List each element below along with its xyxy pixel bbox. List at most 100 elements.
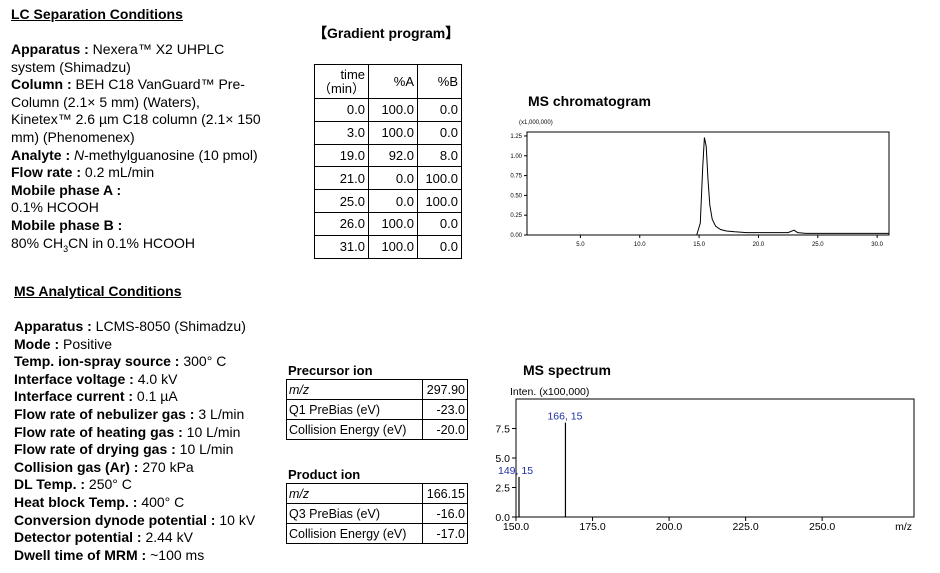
gradient-row: 3.0 100.0 0.0 (314, 120, 462, 145)
product-title: Product ion (288, 467, 361, 482)
gradient-b-cell: 8.0 (417, 143, 462, 168)
flow-rate-label: Flow rate : (11, 164, 82, 181)
chromatogram-x-tick-label: 15.0 (693, 242, 705, 248)
ms-condition-value: 270 kPa (138, 458, 194, 475)
gradient-b-cell: 100.0 (417, 189, 462, 213)
gradient-row: 21.0 0.0 100.0 (314, 166, 462, 191)
gradient-b-cell: 100.0 (417, 166, 462, 191)
gradient-header-time-2: （min） (318, 80, 365, 96)
spectrum-x-tick-label: 175.0 (579, 521, 605, 533)
ms-condition-row: Heat block Temp. : 400° C (14, 494, 289, 512)
ms-condition-row: Temp. ion-spray source : 300° C (14, 353, 289, 371)
ms-condition-row: Apparatus : LCMS-8050 (Shimadzu) (14, 318, 289, 336)
spectrum-peak-label: 166, 15 (547, 411, 582, 423)
chromatogram-x-tick-label: 5.0 (576, 242, 585, 248)
ms-condition-row: Interface voltage : 4.0 kV (14, 371, 289, 389)
apparatus-value: Nexera™ X2 UHPLC (88, 41, 225, 57)
gradient-a-cell: 100.0 (368, 120, 418, 145)
chromatogram-x-tick-label: 30.0 (871, 242, 883, 248)
gradient-time-cell: 21.0 (314, 166, 369, 191)
gradient-a-cell: 0.0 (368, 189, 418, 213)
product-row: Collision Energy (eV) -17.0 (286, 523, 468, 544)
gradient-time-cell: 3.0 (314, 120, 369, 145)
ms-condition-row: Flow rate of nebulizer gas : 3 L/min (14, 406, 289, 424)
precursor-param-value: -20.0 (422, 419, 468, 440)
ms-condition-value: 10 kV (215, 511, 256, 528)
ms-condition-label: Heat block Temp. : (14, 493, 138, 510)
spectrum-y-axis-label: Inten. (x100,000) (510, 386, 589, 398)
ms-condition-row: DL Temp. : 250° C (14, 476, 289, 494)
ms-condition-value: 2.44 kV (141, 529, 193, 546)
precursor-param-label: Collision Energy (eV) (286, 419, 423, 440)
chromatogram-y-tick-label: 1.00 (510, 154, 522, 160)
ms-condition-value: 10 L/min (175, 441, 234, 458)
gradient-header-row: time （min） %A %B (314, 64, 462, 99)
ms-condition-value: Positive (59, 335, 113, 352)
ms-condition-label: Collision gas (Ar) : (14, 458, 139, 475)
gradient-row: 0.0 100.0 0.0 (314, 98, 462, 122)
precursor-param-label: Q1 PreBias (eV) (286, 399, 423, 420)
gradient-time-cell: 31.0 (314, 234, 369, 259)
gradient-row: 19.0 92.0 8.0 (314, 143, 462, 168)
ms-condition-value: 300° C (179, 353, 227, 370)
product-param-value: -17.0 (422, 523, 468, 544)
ms-condition-label: Temp. ion-spray source : (14, 353, 180, 370)
ms-condition-label: DL Temp. : (14, 476, 86, 493)
mobile-phase-a-value: 0.1% HCOOH (11, 199, 99, 216)
ms-condition-value: 400° C (137, 493, 185, 510)
ms-condition-value: 4.0 kV (133, 370, 178, 387)
gradient-time-cell: 0.0 (314, 98, 369, 122)
precursor-title: Precursor ion (288, 363, 373, 378)
ms-condition-row: Mode : Positive (14, 336, 289, 354)
product-param-value: 166.15 (422, 483, 468, 504)
ms-condition-label: Dwell time of MRM : (14, 546, 147, 563)
ms-condition-row: Interface current : 0.1 µA (14, 388, 289, 406)
precursor-table: m/z 297.90 Q1 PreBias (eV) -23.0 Collision E… (286, 379, 468, 440)
gradient-a-cell: 0.0 (368, 166, 418, 191)
spectrum-y-tick-label: 5.0 (495, 453, 510, 465)
chromatogram-x-tick-label: 25.0 (812, 242, 824, 248)
gradient-time-cell: 26.0 (314, 211, 369, 236)
lc-conditions: Apparatus : Nexera™ X2 UHPLC system (Shi… (11, 41, 301, 258)
spectrum-y-tick-label: 2.5 (495, 483, 510, 495)
gradient-b-cell: 0.0 (417, 98, 462, 122)
spectrum-y-tick-label: 0.0 (495, 512, 510, 524)
column-value-cont-2: Kinetex™ 2.6 µm C18 column (2.1× 150 (11, 111, 261, 128)
spectrum-x-tick-label: 225.0 (732, 521, 758, 533)
gradient-header-time-1: time (340, 66, 365, 82)
ms-condition-value: 10 L/min (182, 423, 241, 440)
ms-condition-row: Dwell time of MRM : ~100 ms (14, 547, 289, 565)
product-row: m/z 166.15 (286, 483, 468, 504)
gradient-a-cell: 100.0 (368, 98, 418, 122)
chromatogram-y-tick-label: 1.25 (510, 134, 522, 140)
flow-rate-value: 0.2 mL/min (81, 164, 155, 181)
precursor-param-label: m/z (286, 379, 423, 400)
ms-condition-row: Detector potential : 2.44 kV (14, 529, 289, 547)
precursor-row: Collision Energy (eV) -20.0 (286, 419, 468, 440)
column-value-cont-3: mm) (Phenomenex) (11, 128, 135, 145)
gradient-b-cell: 0.0 (417, 234, 462, 259)
ms-condition-label: Flow rate of nebulizer gas : (14, 405, 195, 422)
ms-condition-row: Collision gas (Ar) : 270 kPa (14, 459, 289, 477)
ms-conditions: Apparatus : LCMS-8050 (Shimadzu) Mode : P… (14, 318, 289, 564)
chromatogram-plot-frame (526, 131, 890, 236)
chromatogram-y-tick-label: 0.25 (510, 213, 522, 219)
gradient-title: 【Gradient program】 (313, 25, 460, 41)
gradient-header-b: %B (417, 64, 462, 99)
gradient-table: time （min） %A %B 0.0 100.0 0.0 3.0 100.0 0.0 1… (314, 64, 462, 259)
ms-condition-row: Flow rate of heating gas : 10 L/min (14, 424, 289, 442)
column-value-cont-1: Column (2.1× 5 mm) (Waters), (11, 93, 200, 110)
chromatogram-y-tick-label: 0.00 (510, 233, 522, 239)
spectrum-x-axis-label: m/z (895, 521, 912, 533)
gradient-header-time: time （min） (314, 64, 369, 99)
spectrum-peak-label: 149, 15 (498, 465, 533, 477)
gradient-row: 31.0 100.0 0.0 (314, 234, 462, 259)
product-param-label: Q3 PreBias (eV) (286, 503, 423, 524)
ms-condition-label: Apparatus : (14, 318, 92, 334)
ms-condition-label: Flow rate of heating gas : (14, 423, 183, 440)
mobile-phase-b-value-rest: CN in 0.1% HCOOH (68, 234, 195, 251)
ms-condition-value: 3 L/min (194, 405, 245, 422)
ms-condition-value: 0.1 µA (133, 388, 178, 405)
gradient-row: 26.0 100.0 0.0 (314, 211, 462, 236)
ms-condition-row: Conversion dynode potential : 10 kV (14, 512, 289, 530)
